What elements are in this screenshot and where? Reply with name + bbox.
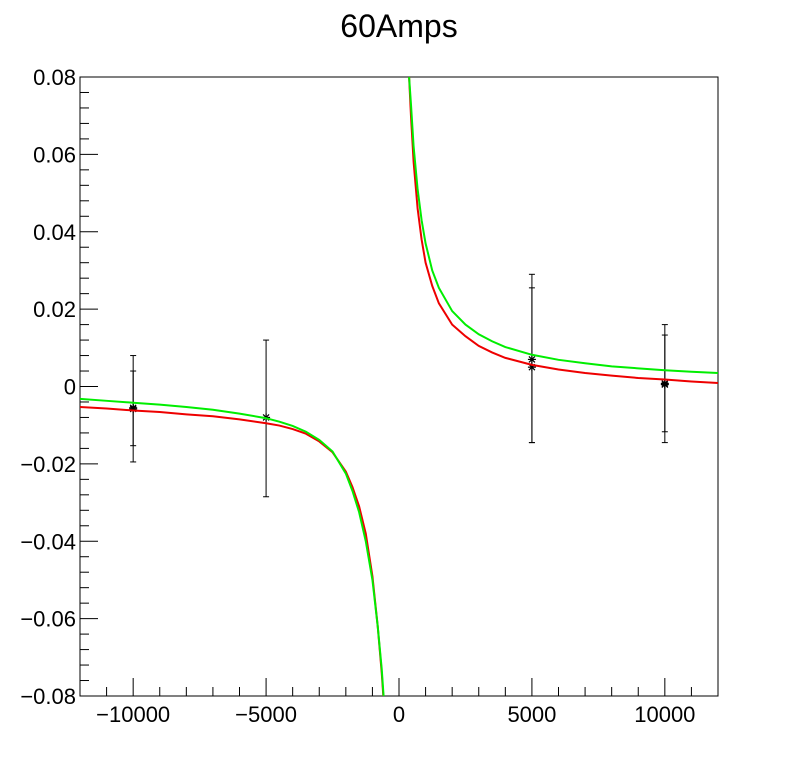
y-tick-label: −0.08 — [20, 684, 76, 709]
series-layer — [80, 77, 718, 696]
y-tick-label: 0.04 — [33, 220, 76, 245]
y-tick-label: 0.08 — [33, 65, 76, 90]
data-point — [129, 370, 138, 447]
plot-frame — [79, 76, 719, 697]
green-fit-curve — [408, 77, 718, 374]
y-tick-label: 0.06 — [33, 142, 76, 167]
x-tick-label: 5000 — [507, 702, 556, 727]
tick-labels: −10000 −5000 0 5000 10000 0.08 0.06 0.04 0.02 0 −0… — [20, 65, 695, 727]
star-marker — [660, 379, 669, 388]
y-tick-label: 0 — [64, 375, 76, 400]
x-tick-label: 0 — [393, 702, 405, 727]
y-tick-label: −0.02 — [20, 452, 76, 477]
red-fit-curve — [80, 406, 385, 696]
y-tick-label: 0.02 — [33, 297, 76, 322]
red-fit-curve — [408, 77, 718, 385]
star-marker — [129, 404, 138, 413]
x-tick-label: −5000 — [235, 702, 297, 727]
data-point — [660, 334, 669, 433]
y-tick-label: −0.06 — [20, 607, 76, 632]
green-fit-curve — [80, 397, 385, 696]
x-tick-label: 10000 — [634, 702, 695, 727]
axis-ticks — [79, 76, 719, 697]
x-tick-label: −10000 — [96, 702, 170, 727]
chart-title: 60Amps — [340, 8, 457, 44]
y-tick-label: −0.04 — [20, 529, 76, 554]
